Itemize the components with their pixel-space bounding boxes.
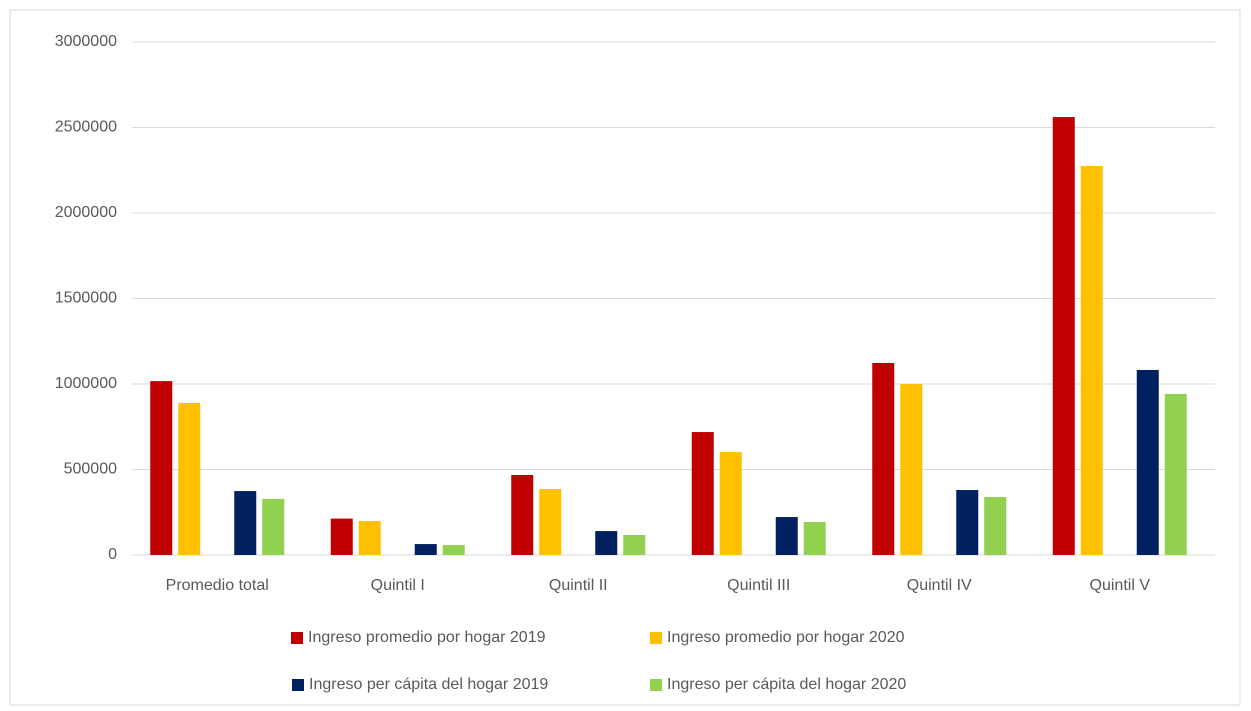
bar — [358, 520, 381, 555]
bar — [539, 488, 562, 555]
bar — [900, 384, 923, 555]
bar — [442, 545, 465, 555]
chart-border — [9, 9, 1241, 706]
y-tick-label: 2500000 — [55, 119, 117, 136]
y-tick-label: 1500000 — [55, 290, 117, 307]
legend-swatch — [292, 679, 304, 691]
bar — [719, 452, 742, 555]
bar — [178, 402, 201, 555]
legend-swatch — [650, 632, 662, 644]
bar — [691, 432, 714, 555]
bar — [872, 362, 895, 555]
bar — [1136, 369, 1159, 555]
bar — [1052, 117, 1075, 555]
bar — [1080, 165, 1103, 555]
bar — [150, 381, 173, 555]
x-tick-label: Quintil II — [549, 577, 608, 594]
bar — [330, 518, 353, 555]
legend-label: Ingreso promedio por hogar 2019 — [308, 629, 546, 646]
y-tick-label: 2000000 — [55, 204, 117, 221]
legend-label: Ingreso promedio por hogar 2020 — [667, 629, 905, 646]
y-tick-label: 1000000 — [55, 375, 117, 392]
x-tick-label: Quintil I — [371, 577, 425, 594]
x-tick-label: Quintil III — [727, 577, 790, 594]
bar — [262, 498, 285, 555]
legend-label: Ingreso per cápita del hogar 2020 — [667, 676, 906, 693]
x-tick-label: Promedio total — [166, 577, 269, 594]
x-tick-label: Quintil V — [1090, 577, 1151, 594]
legend-swatch — [650, 679, 662, 691]
y-tick-label: 500000 — [64, 461, 117, 478]
y-tick-label: 3000000 — [55, 33, 117, 50]
y-tick-label: 0 — [108, 546, 117, 563]
legend-label: Ingreso per cápita del hogar 2019 — [309, 676, 548, 693]
bar — [414, 544, 437, 555]
bar — [803, 521, 826, 555]
bar — [234, 491, 257, 555]
x-tick-label: Quintil IV — [907, 577, 972, 594]
bar — [623, 534, 646, 555]
bar — [1164, 393, 1187, 555]
legend-swatch — [291, 632, 303, 644]
bar — [595, 531, 618, 555]
bar — [956, 490, 979, 555]
bar — [984, 497, 1007, 555]
bar — [775, 517, 798, 555]
bar — [511, 474, 534, 555]
